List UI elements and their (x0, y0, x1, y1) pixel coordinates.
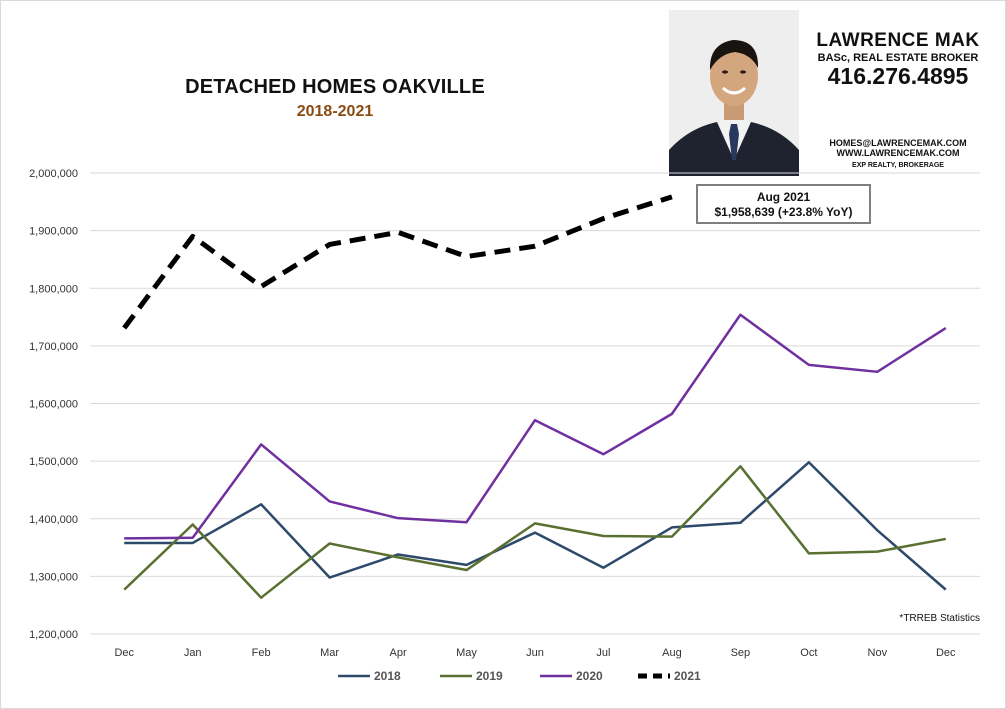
chart-title: DETACHED HOMES OAKVILLE (185, 76, 485, 98)
broker-photo (669, 10, 799, 176)
broker-phone: 416.276.4895 (827, 63, 969, 89)
y-tick-label: 1,800,000 (29, 283, 78, 295)
series-line-2021 (122, 194, 673, 330)
broker-email: HOMES@LAWRENCEMAK.COM (829, 138, 967, 148)
legend-label-2021: 2021 (674, 669, 701, 683)
y-tick-label: 1,200,000 (29, 629, 78, 641)
x-tick-label: Apr (390, 647, 407, 659)
broker-brokerage: EXP REALTY, BROKERAGE (852, 162, 944, 169)
aug-2021-callout: Aug 2021 $1,958,639 (+23.8% YoY) (696, 184, 871, 224)
y-tick-label: 1,400,000 (29, 514, 78, 526)
x-tick-label: Aug (662, 647, 682, 659)
y-tick-label: 1,500,000 (29, 456, 78, 468)
x-tick-label: Jul (596, 647, 610, 659)
legend-label-2019: 2019 (476, 669, 503, 683)
legend-label-2018: 2018 (374, 669, 401, 683)
x-tick-label: Jan (184, 647, 202, 659)
x-tick-label: Oct (800, 647, 817, 659)
broker-title: BASc, REAL ESTATE BROKER (817, 52, 979, 64)
x-tick-label: Feb (252, 647, 271, 659)
chart-subtitle: 2018-2021 (296, 103, 374, 120)
y-tick-label: 1,900,000 (29, 226, 78, 238)
y-tick-label: 2,000,000 (29, 168, 78, 180)
broker-name: LAWRENCE MAK (816, 30, 980, 51)
x-tick-label: Nov (868, 647, 888, 659)
series-line-2018 (124, 461, 947, 591)
y-tick-label: 1,600,000 (29, 399, 78, 411)
x-tick-label: Dec (936, 647, 956, 659)
x-tick-label: Mar (320, 647, 339, 659)
y-tick-label: 1,300,000 (29, 571, 78, 583)
source-note: *TRREB Statistics (899, 613, 980, 624)
series-line-2020 (124, 313, 947, 540)
y-tick-label: 1,700,000 (29, 341, 78, 353)
x-tick-label: Dec (114, 647, 134, 659)
x-tick-label: Jun (526, 647, 544, 659)
x-tick-label: Sep (731, 647, 751, 659)
series-line-2019 (123, 465, 946, 599)
callout-value: $1,958,639 (+23.8% YoY) (714, 205, 853, 219)
callout-date: Aug 2021 (756, 190, 811, 204)
legend-label-2020: 2020 (576, 669, 603, 683)
broker-website: WWW.LAWRENCEMAK.COM (836, 148, 960, 158)
x-tick-label: May (456, 647, 477, 659)
